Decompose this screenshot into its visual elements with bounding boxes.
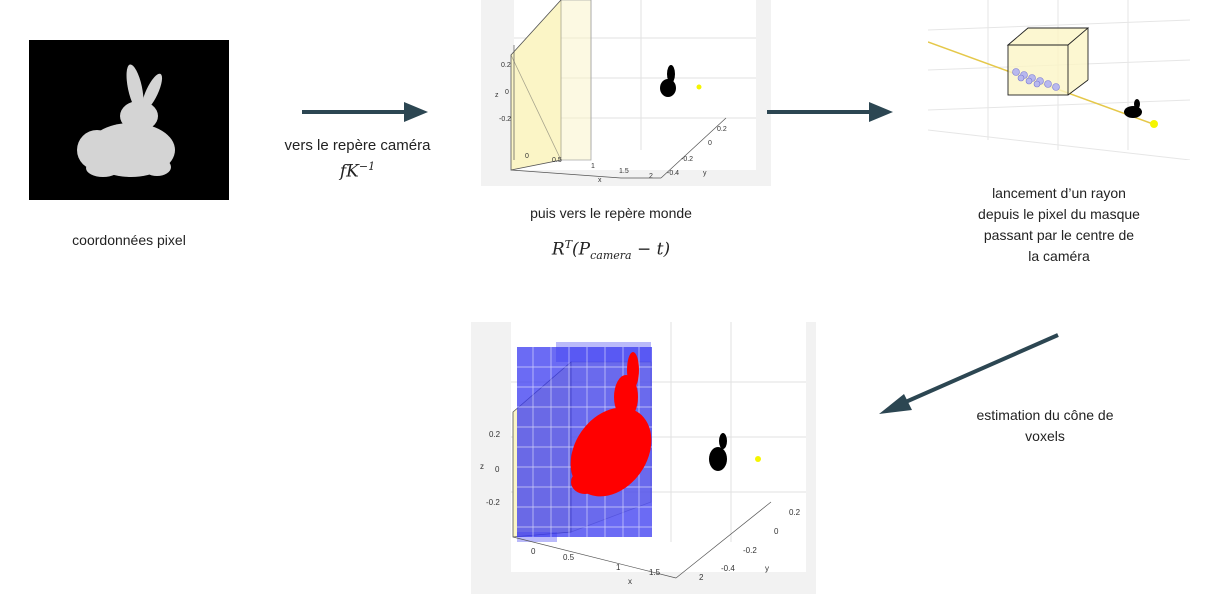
caption-line: lancement d’un rayon xyxy=(992,185,1126,201)
x-tick: 0.5 xyxy=(563,553,575,562)
x-tick: 1.5 xyxy=(649,568,661,577)
bunny-3d-red xyxy=(570,352,652,497)
pixel-caption: coordonnées pixel xyxy=(72,232,186,248)
y-tick: 0 xyxy=(774,527,779,536)
world-frame-axes: z 0.2 0 -0.2 0 0.5 1 1.5 2 x 0.2 0 -0.2 … xyxy=(495,0,756,184)
world-formula: RT(Pcamera − t) xyxy=(551,238,671,263)
arrow-right-icon xyxy=(302,102,428,122)
caption-line: estimation du cône de xyxy=(976,407,1114,423)
mask-image xyxy=(29,40,229,200)
caption-line: la caméra xyxy=(1028,248,1090,264)
ray-plot xyxy=(927,0,1191,161)
z-axis-label: z xyxy=(480,462,484,471)
y-axis-label: y xyxy=(703,170,707,177)
caption-line: depuis le pixel du masque xyxy=(978,206,1140,222)
y-axis-label: y xyxy=(765,564,769,573)
z-tick: -0.2 xyxy=(486,498,500,507)
ray-voxels xyxy=(1012,68,1060,91)
y-tick: -0.4 xyxy=(667,170,679,177)
z-tick: -0.2 xyxy=(499,116,511,123)
camera-formula: fK−1 xyxy=(339,160,376,182)
arrow-down-left-icon xyxy=(879,333,1059,414)
caption-line: voxels xyxy=(1025,428,1065,444)
world-caption: puis vers le repère monde xyxy=(530,205,692,221)
x-tick: 2 xyxy=(699,573,704,582)
y-tick: 0.2 xyxy=(717,126,727,133)
camera-caption: vers le repère caméra xyxy=(284,137,431,154)
z-tick: 0 xyxy=(505,89,509,96)
camera-center-dot xyxy=(696,84,702,90)
z-tick: 0.2 xyxy=(489,430,501,439)
y-tick: -0.2 xyxy=(743,546,757,555)
voxels-caption: estimation du cône de voxels xyxy=(925,405,1165,447)
y-tick: -0.2 xyxy=(681,156,693,163)
x-tick: 1.5 xyxy=(619,168,629,175)
x-tick: 0.5 xyxy=(552,157,562,164)
camera-center-dot xyxy=(755,456,761,462)
y-tick: 0.2 xyxy=(789,508,801,517)
world-frame-plot: z 0.2 0 -0.2 0 0.5 1 1.5 2 x 0.2 0 -0.2 … xyxy=(481,0,771,186)
bunny-3d-black xyxy=(1124,99,1142,118)
z-tick: 0.2 xyxy=(501,62,511,69)
bunny-silhouette xyxy=(77,64,175,177)
bunny-3d-black xyxy=(709,433,727,471)
camera-center-dot xyxy=(1150,120,1158,128)
bunny-3d-black xyxy=(660,65,676,97)
z-tick: 0 xyxy=(495,465,500,474)
voxel-plot: z 0.2 0 -0.2 0 0.5 1 1.5 2 x 0.2 0 -0.2 … xyxy=(471,322,816,594)
caption-line: passant par le centre de xyxy=(983,227,1135,243)
x-tick: 0 xyxy=(531,547,536,556)
y-tick: -0.4 xyxy=(721,564,735,573)
arrow-right-icon xyxy=(767,102,893,122)
x-tick: 1 xyxy=(616,563,621,572)
ray-caption: lancement d’un rayon depuis le pixel du … xyxy=(944,183,1174,267)
x-tick: 0 xyxy=(525,153,529,160)
ray-axes xyxy=(927,0,1191,161)
y-tick: 0 xyxy=(708,140,712,147)
x-tick: 2 xyxy=(649,173,653,180)
x-tick: 1 xyxy=(591,163,595,170)
z-axis-label: z xyxy=(495,92,499,99)
x-axis-label: x xyxy=(598,177,602,184)
x-axis-label: x xyxy=(628,577,632,586)
voxel-axes: z 0.2 0 -0.2 0 0.5 1 1.5 2 x 0.2 0 -0.2 … xyxy=(480,322,806,586)
